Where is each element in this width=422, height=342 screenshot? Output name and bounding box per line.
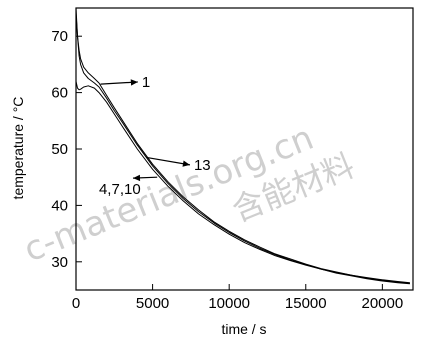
annotation-arrowhead: [133, 174, 141, 182]
x-tick-label: 5000: [136, 295, 169, 312]
y-tick-label: 60: [51, 85, 68, 102]
y-tick-label: 50: [51, 141, 68, 158]
x-tick-label: 0: [72, 295, 80, 312]
annotation-label: 13: [194, 157, 211, 174]
series-layer: [75, 7, 410, 285]
annotation-layer: 1 13 4,7,10: [99, 74, 211, 198]
y-tick-label: 40: [51, 197, 68, 214]
annotation-leader-line: [146, 156, 191, 166]
x-tick-label: 20000: [362, 295, 404, 312]
y-tick-label: 70: [51, 28, 68, 45]
series-line-13: [75, 7, 410, 284]
annotation-arrowhead: [182, 160, 190, 167]
y-tick-label: 30: [51, 254, 68, 271]
annotation-arrowhead: [130, 79, 138, 86]
series-line-4-7-10: [75, 81, 410, 285]
x-tick-label: 15000: [285, 295, 327, 312]
y-axis-title: temperature / °C: [10, 97, 26, 200]
x-axis-title: time / s: [221, 321, 266, 337]
x-tick-label: 10000: [208, 295, 250, 312]
axes: 0 5000 10000 15000 20000 30 40 50 60 70: [51, 28, 403, 312]
annotation-label: 1: [142, 74, 150, 91]
annotation-label: 4,7,10: [99, 181, 141, 198]
watermark: c-materials.org.cn 含能材料: [18, 118, 359, 271]
